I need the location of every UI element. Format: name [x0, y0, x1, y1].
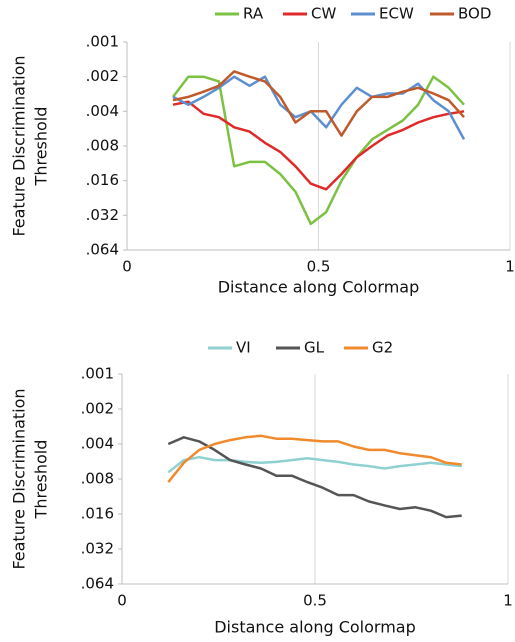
- legend-label: BOD: [458, 5, 491, 23]
- legend-label: G2: [372, 339, 393, 357]
- y-tick-label: .002: [81, 400, 114, 418]
- series-line: [172, 75, 466, 140]
- y-tick-label: .032: [86, 206, 119, 224]
- series-line: [172, 75, 465, 226]
- y-tick-label: .064: [81, 575, 114, 593]
- legend-label: ECW: [379, 5, 414, 23]
- series-line: [172, 100, 465, 191]
- x-tick-label: 1: [505, 258, 515, 276]
- y-tick-label: .004: [81, 435, 114, 453]
- legend-label: RA: [243, 5, 264, 23]
- series-line: [172, 70, 465, 137]
- y-tick-label: .032: [81, 540, 114, 558]
- x-axis-title: Distance along Colormap: [214, 618, 416, 637]
- series-line: [167, 436, 462, 519]
- y-tick-label: .008: [81, 470, 114, 488]
- y-tick-label: .001: [86, 33, 119, 51]
- y-tick-label: .008: [86, 137, 119, 155]
- y-tick-label: .002: [86, 67, 119, 85]
- y-axis-title: Threshold: [32, 440, 51, 520]
- y-tick-label: .064: [86, 241, 119, 259]
- legend-label: VI: [236, 339, 251, 357]
- y-tick-label: .016: [81, 505, 114, 523]
- y-axis-title: Feature Discrimination: [10, 55, 29, 236]
- y-axis-title: Feature Discrimination: [10, 388, 29, 569]
- y-tick-label: .004: [86, 102, 119, 120]
- y-tick-label: .001: [81, 365, 114, 383]
- x-tick-label: 0: [122, 258, 132, 276]
- x-axis-title: Distance along Colormap: [218, 278, 420, 297]
- x-tick-label: 0: [117, 592, 127, 610]
- x-tick-label: 0.5: [307, 258, 331, 276]
- series-line: [167, 455, 462, 474]
- y-tick-label: .016: [86, 171, 119, 189]
- chart-panel: 0 0.5 1 .001 .002 .004 .008 .016 .032 .064 Distanc…: [10, 5, 515, 297]
- chart-panel: 0 0.5 1 .001 .002 .004 .008 .016 .032 .064 Distanc…: [10, 339, 513, 637]
- y-axis-title: Threshold: [32, 107, 51, 187]
- series-line: [167, 434, 462, 483]
- x-tick-label: 0.5: [303, 592, 327, 610]
- legend-label: CW: [311, 5, 336, 23]
- x-tick-label: 1: [503, 592, 513, 610]
- legend-label: GL: [304, 339, 325, 357]
